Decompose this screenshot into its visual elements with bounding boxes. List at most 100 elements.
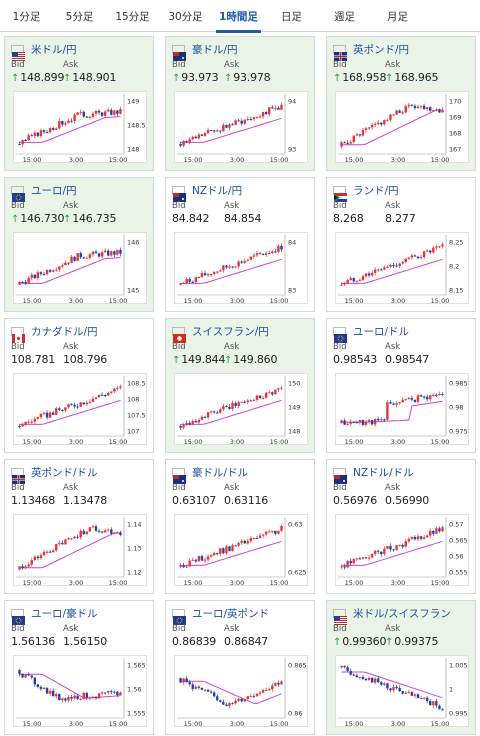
candle [358,420,362,423]
x-tick-label: 3:00 [391,579,406,587]
candle [367,127,371,129]
chart-container[interactable]: 1.005 1 0.995 15:00 3:00 15:00 [335,655,469,728]
currency-pair-link[interactable]: 英ポンド/ドル [11,465,98,484]
candle [21,140,24,145]
rate-card[interactable]: 米ドル/円 Bid Ask ↑148.899 ↑148.901 149 148.5 148 15… [4,36,154,171]
candle [255,395,259,400]
candle [386,266,389,268]
candle [100,252,104,257]
candle [58,694,61,701]
candle [82,257,85,259]
candle [413,399,417,402]
tab-0[interactable]: 1分足 [12,10,41,23]
bid-label: Bid [333,201,347,211]
candle [401,399,404,403]
candle [94,251,98,254]
y-tick-label: 1.56 [127,686,141,694]
tab-2[interactable]: 15分足 [115,10,150,23]
candle [395,545,398,551]
currency-pair-link[interactable]: 豪ドル/円 [172,42,238,61]
rate-card[interactable]: ユーロ/豪ドル Bid Ask 1.56136 1.56150 1.565 1.56 1.55… [4,600,154,735]
candle [67,120,70,124]
y-tick-label: 1.14 [127,521,141,529]
currency-pair-link[interactable]: ユーロ/豪ドル [11,606,98,625]
ask-price: ↑168.965 [385,71,438,84]
candle [222,548,225,554]
rate-card[interactable]: 豪ドル/ドル Bid Ask 0.63107 0.63116 0.63 0.625 15:00… [165,459,315,594]
bid-price: ↑149.844 [172,353,225,366]
candle [237,261,240,267]
currency-pair-link[interactable]: NZドル/ドル [333,465,414,484]
chart-container[interactable]: 1.565 1.56 1.555 15:00 3:00 15:00 [13,655,147,728]
tab-1[interactable]: 5分足 [65,10,94,23]
rate-card[interactable]: 英ポンド/円 Bid Ask ↑168.958 ↑168.965 170 169 168 167… [326,36,476,171]
candle [73,256,76,261]
currency-pair-link[interactable]: 米ドル/スイスフラン [333,606,451,625]
chart-container[interactable]: 170 169 168 167 15:00 3:00 15:00 [335,91,469,164]
currency-pair-link[interactable]: ユーロ/ドル [333,324,409,343]
candle [55,543,58,551]
tab-4[interactable]: 1時間足 [212,0,265,33]
rate-card[interactable]: カナダドル/円 Bid Ask 108.781 108.796 108.5 108 107.5… [4,318,154,453]
candle [377,550,380,552]
currency-pair-link[interactable]: カナダドル/円 [11,324,98,343]
candle [380,682,383,685]
currency-pair-link[interactable]: ユーロ/英ポンド [172,606,269,625]
x-tick-label: 15:00 [270,297,289,305]
tab-6[interactable]: 週足 [334,10,355,23]
currency-pair-link[interactable]: ランド/円 [333,183,399,202]
candle [185,422,188,426]
candle [27,277,30,284]
rate-card[interactable]: スイスフラン/円 Bid Ask ↑149.844 ↑149.860 150 149 148 1… [165,318,315,453]
rate-card[interactable]: NZドル/円 Bid Ask 84.842 84.854 84 83 15:00 3:00 15:… [165,177,315,312]
rate-card[interactable]: 米ドル/スイスフラン Bid Ask ↑0.99360 ↑0.99375 1.005 1 0.… [326,600,476,735]
currency-pair-link[interactable]: NZドル/円 [172,183,242,202]
candle [42,551,46,556]
chart-container[interactable]: 0.63 0.625 15:00 3:00 15:00 [174,514,308,587]
candle [88,527,92,532]
rate-card[interactable]: 豪ドル/円 Bid Ask ↑93.973 ↑93.978 94 93 15:00 3:00 15… [165,36,315,171]
rate-card[interactable]: ランド/円 Bid Ask 8.268 8.277 8.25 8.2 8.15 15:00 3:0… [326,177,476,312]
rate-card[interactable]: ユーロ/円 Bid Ask ↑146.730 ↑146.735 146 145 15:00 3:… [4,177,154,312]
x-tick-label: 15:00 [431,720,450,728]
currency-pair-link[interactable]: 豪ドル/ドル [172,465,248,484]
bid-label: Bid [11,624,25,634]
candle [219,130,222,132]
currency-pair-link[interactable]: 米ドル/円 [11,42,77,61]
chart-container[interactable]: 8.25 8.2 8.15 15:00 3:00 15:00 [335,232,469,305]
x-tick-label: 3:00 [230,438,245,446]
chart-container[interactable]: 149 148.5 148 15:00 3:00 15:00 [13,91,147,164]
currency-pair-link[interactable]: ユーロ/円 [11,183,77,202]
bid-price: 108.781 [11,353,55,366]
candle [203,416,207,418]
chart-container[interactable]: 108.5 108 107.5 107 15:00 3:00 15:00 [13,373,147,446]
candle [386,119,389,121]
candle [45,412,49,418]
candle [429,395,432,400]
rate-card[interactable]: ユーロ/英ポンド Bid Ask 0.86839 0.86847 0.865 0.86 15:… [165,600,315,735]
currency-pair-link[interactable]: スイスフラン/円 [172,324,269,343]
chart-container[interactable]: 84 83 15:00 3:00 15:00 [174,232,308,305]
ask-price: 0.63116 [224,494,268,507]
rate-card[interactable]: NZドル/ドル Bid Ask 0.56976 0.56990 0.57 0.565 0.56… [326,459,476,594]
currency-pair-link[interactable]: 英ポンド/円 [333,42,409,61]
tab-5[interactable]: 日足 [281,10,302,23]
candle [27,421,30,423]
tab-3[interactable]: 30分足 [168,10,203,23]
x-tick-label: 15:00 [345,156,364,164]
chart-container[interactable]: 0.865 0.86 15:00 3:00 15:00 [174,655,308,728]
candle [55,269,58,271]
rate-card[interactable]: ユーロ/ドル Bid Ask 0.98543 0.98547 0.985 0.98 0.975… [326,318,476,453]
chart-container[interactable]: 94 93 15:00 3:00 15:00 [174,91,308,164]
chart-container[interactable]: 1.14 1.13 1.12 15:00 3:00 15:00 [13,514,147,587]
candle [361,130,365,136]
tab-7[interactable]: 月足 [387,10,408,23]
chart-container[interactable]: 150 149 148 15:00 3:00 15:00 [174,373,308,446]
candle [107,109,110,112]
rate-card[interactable]: 英ポンド/ドル Bid Ask 1.13468 1.13478 1.14 1.13 1.12 1… [4,459,154,594]
x-tick-label: 3:00 [391,156,406,164]
x-tick-label: 15:00 [184,579,203,587]
chart-container[interactable]: 146 145 15:00 3:00 15:00 [13,232,147,305]
chart-container[interactable]: 0.985 0.98 0.975 15:00 3:00 15:00 [335,373,469,446]
chart-container[interactable]: 0.57 0.565 0.56 0.555 15:00 3:00 15:00 [335,514,469,587]
